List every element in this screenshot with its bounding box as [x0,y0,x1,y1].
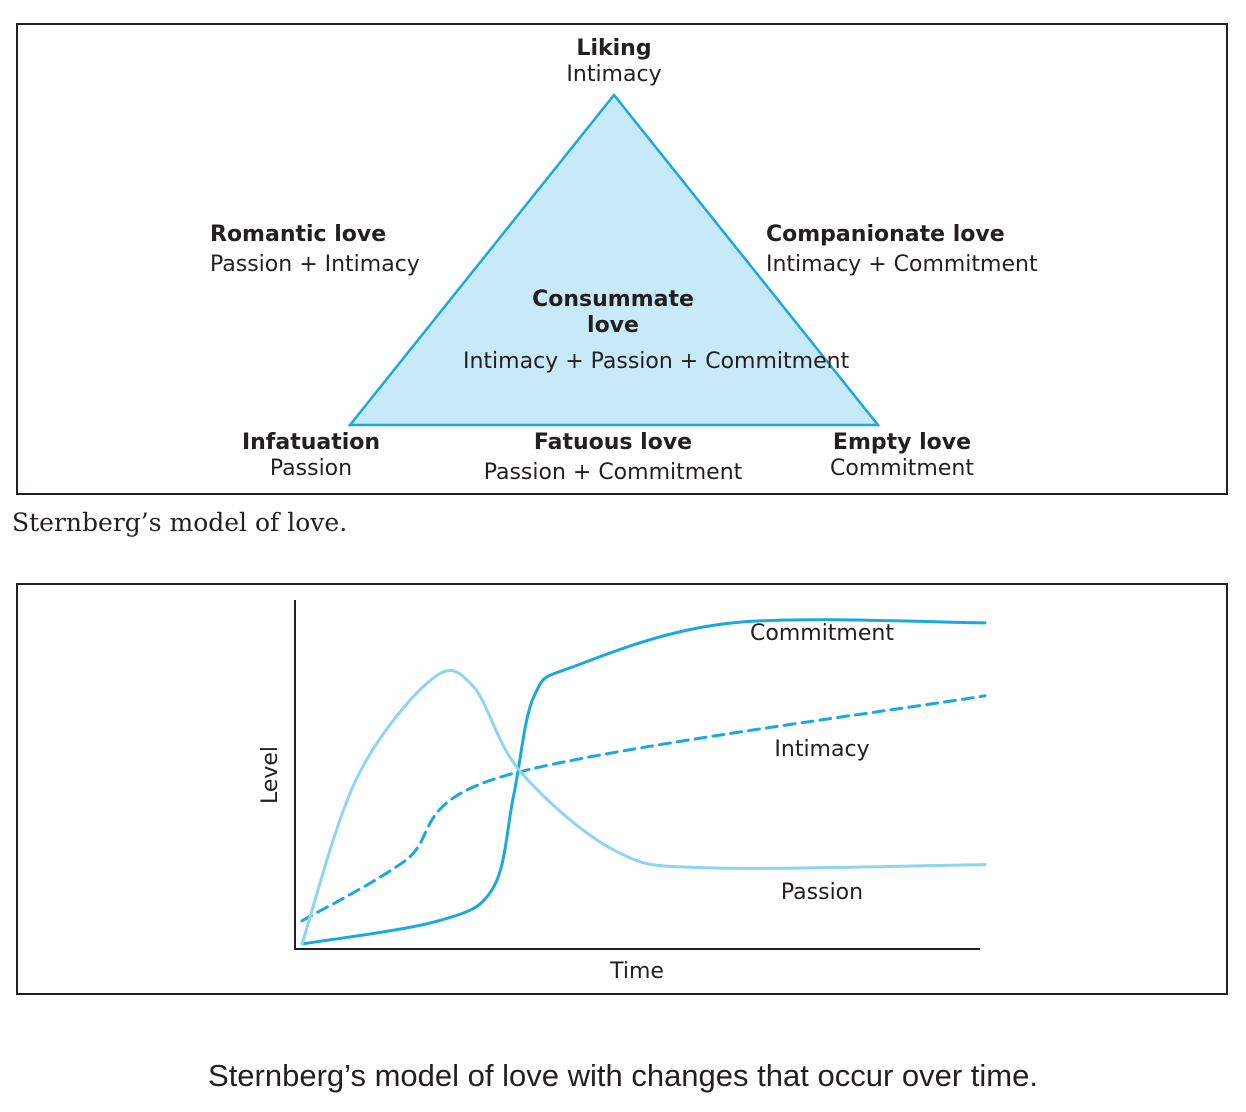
x-axis-label: Time [609,959,664,984]
fatuous-love-subtitle: Passion + Commitment [483,460,743,485]
vertex-infatuation: Infatuation Passion [211,430,411,482]
caption-bottom: Sternberg’s model of love with changes t… [208,1058,1038,1093]
consummate-love-title-line1: Consummate [532,287,694,312]
fatuous-love-title: Fatuous love [533,430,693,455]
series-line-intimacy [300,694,987,923]
side-companionate-love: Companionate love Intimacy + Commitment [766,222,1038,278]
love-triangle [347,92,881,427]
companionate-love-subtitle: Intimacy + Commitment [766,252,1038,277]
series-label-commitment: Commitment [750,621,894,646]
vertex-empty-love: Empty love Commitment [792,430,1012,482]
caption-top: Sternberg’s model of love. [12,508,348,537]
vertex-liking-subtitle: Intimacy [566,62,662,87]
empty-love-title: Empty love [832,430,972,455]
y-axis-label: Level [258,746,283,804]
vertex-liking-title: Liking [576,36,652,61]
vertex-liking: Liking Intimacy [514,36,714,88]
consummate-love-title-line2: love [587,313,639,338]
romantic-love-subtitle: Passion + Intimacy [210,252,420,277]
romantic-love-title: Romantic love [210,222,387,247]
side-romantic-love: Romantic love Passion + Intimacy [210,222,420,278]
infatuation-subtitle: Passion [269,456,353,481]
series-label-passion: Passion [781,880,863,905]
series-layer [300,618,987,946]
empty-love-subtitle: Commitment [830,456,974,481]
companionate-love-title: Companionate love [766,222,1005,247]
series-label-intimacy: Intimacy [774,737,869,762]
love-over-time-panel [16,583,1228,995]
infatuation-title: Infatuation [241,430,381,455]
side-fatuous-love: Fatuous love Passion + Commitment [463,430,763,486]
series-line-passion [300,668,987,946]
series-line-commitment [300,618,987,946]
